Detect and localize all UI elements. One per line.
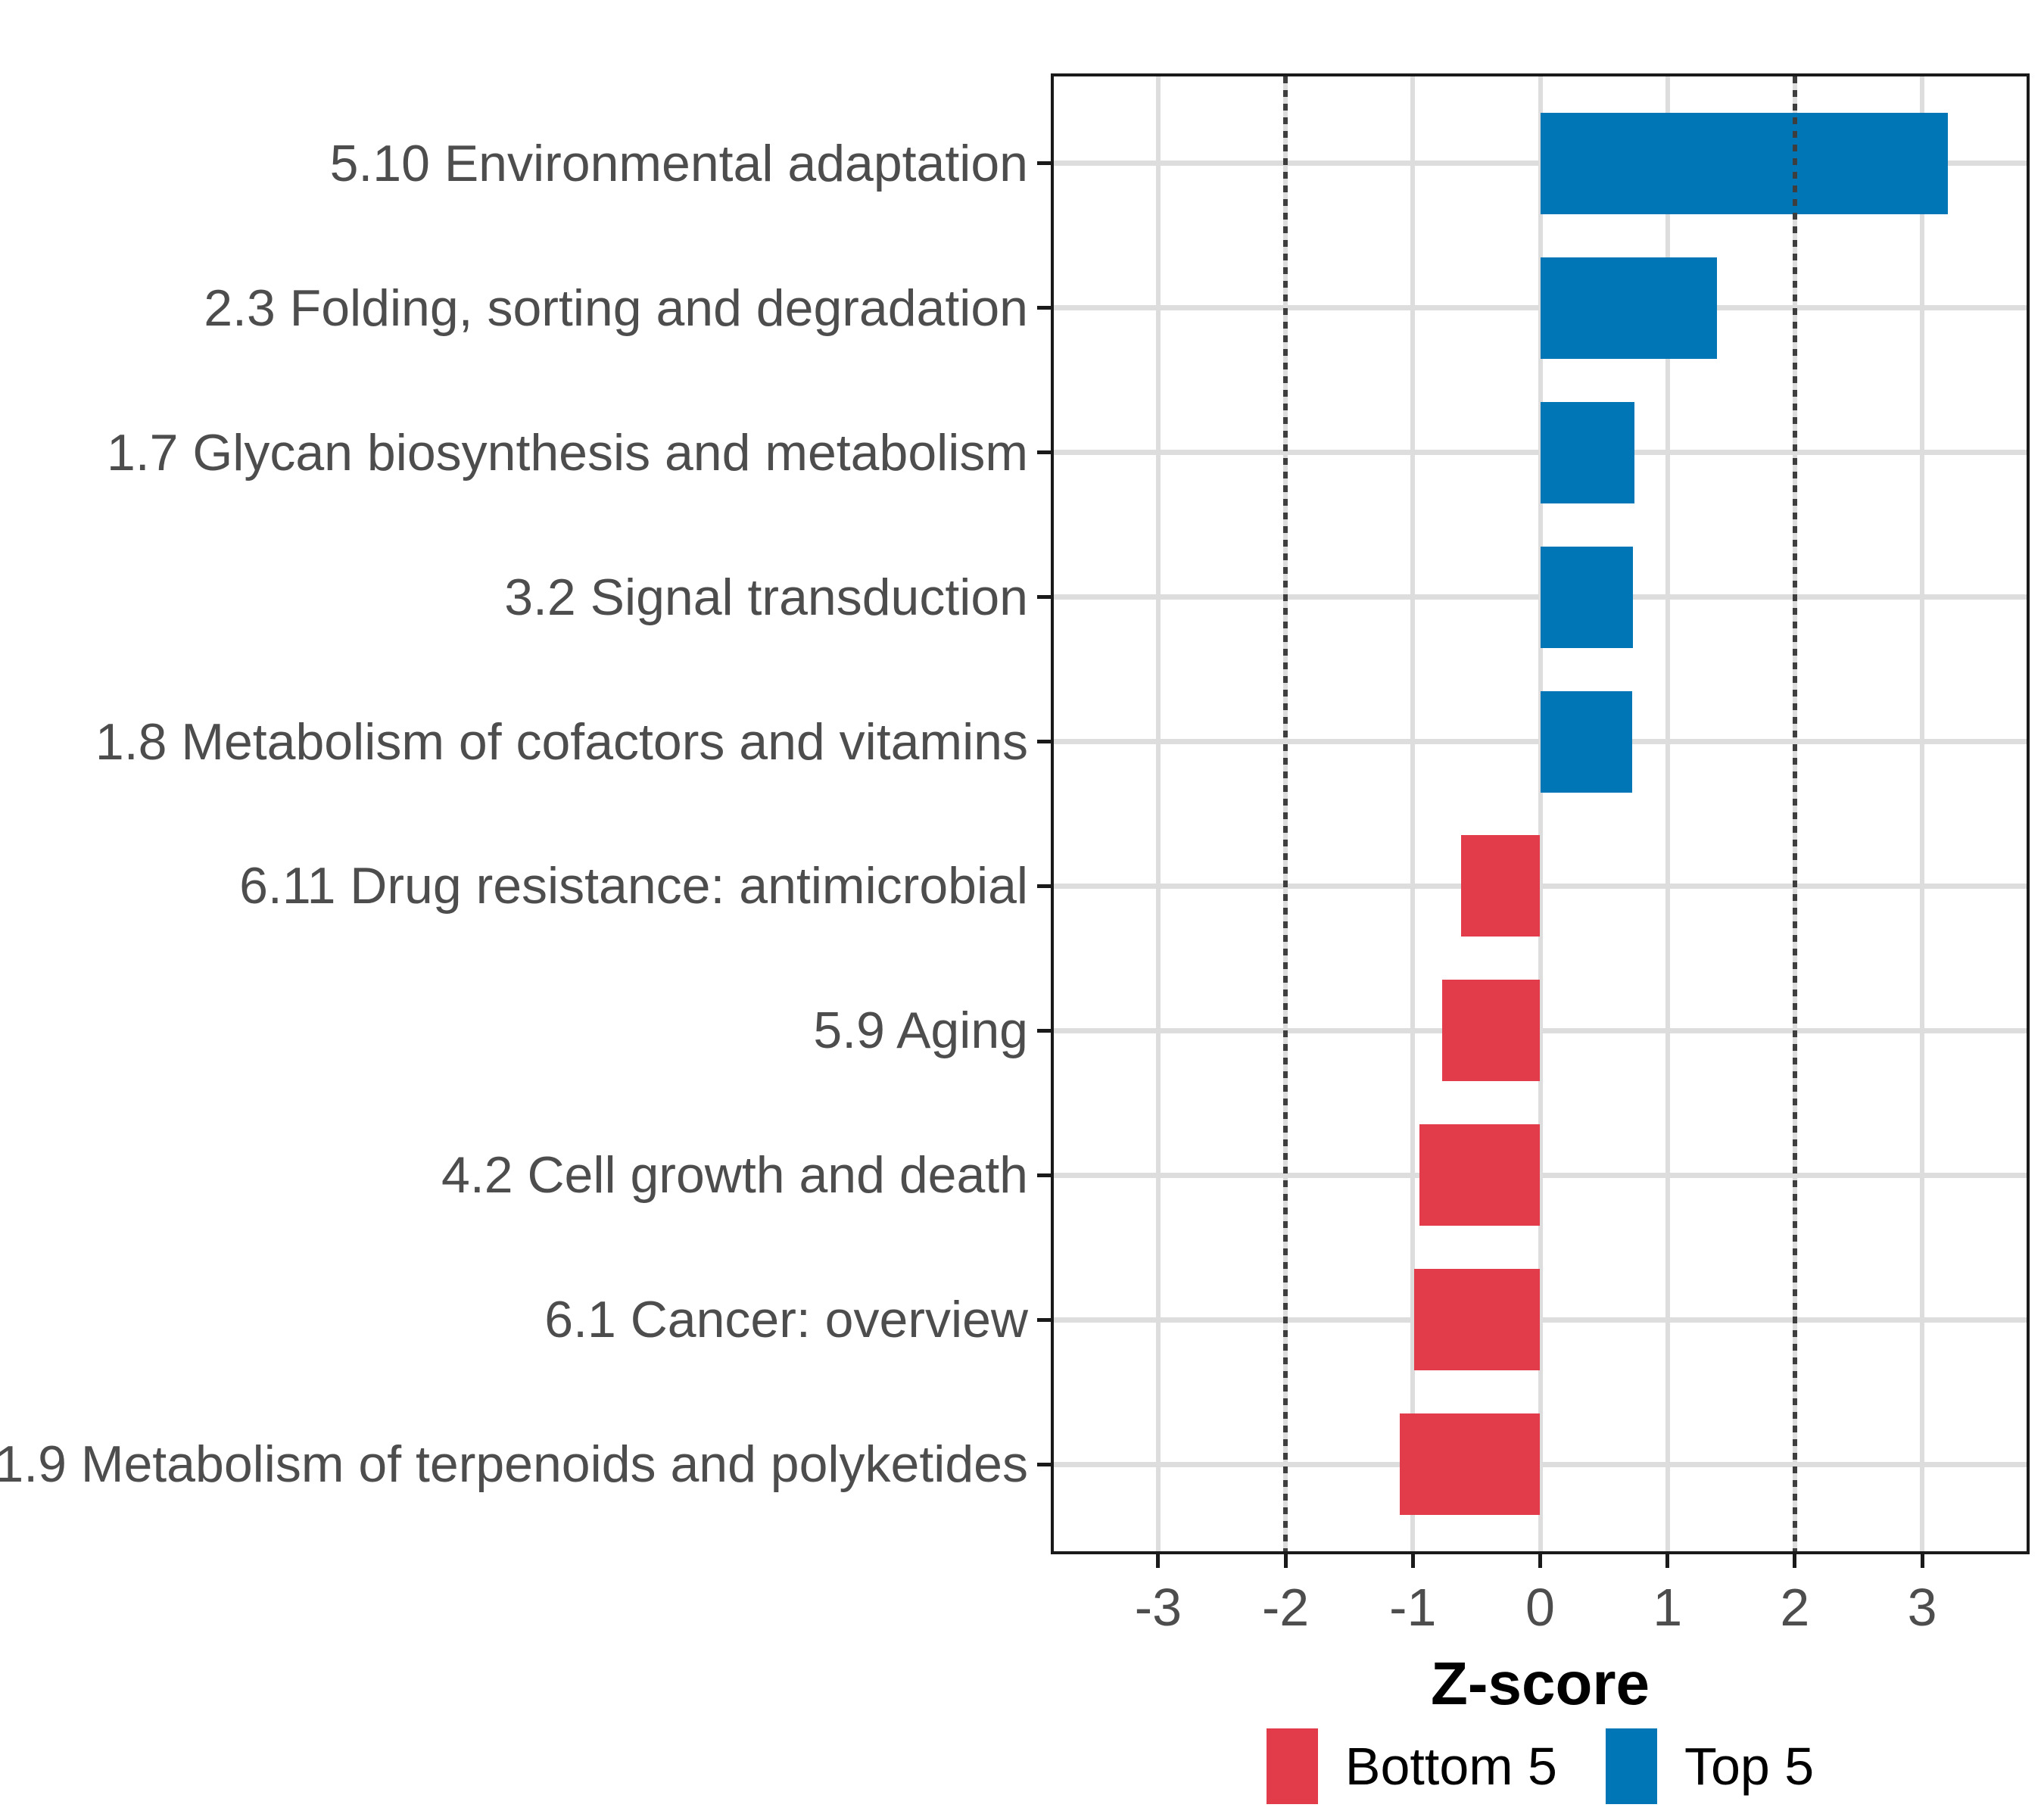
bar-top5 — [1540, 401, 1634, 503]
x-tick — [1538, 1554, 1542, 1568]
x-axis-title: Z-score — [1431, 1650, 1650, 1717]
plot-panel — [1051, 73, 2030, 1554]
x-tick — [1156, 1554, 1161, 1568]
y-tick — [1037, 740, 1051, 743]
reference-line — [1283, 76, 1288, 1551]
x-tick-label: -2 — [1261, 1578, 1310, 1637]
x-tick-label: 1 — [1653, 1578, 1683, 1637]
y-tick — [1037, 1173, 1051, 1177]
legend-item-bottom5: Bottom 5 — [1266, 1728, 1557, 1804]
y-axis-label: 3.2 Signal transduction — [504, 568, 1028, 626]
legend-swatch-bottom5 — [1266, 1728, 1318, 1804]
y-tick — [1037, 595, 1051, 600]
grid-line-vertical — [1410, 76, 1416, 1551]
x-tick-label: -3 — [1134, 1578, 1182, 1637]
bar-bottom5 — [1413, 1269, 1541, 1371]
y-axis-label: 5.9 Aging — [813, 1002, 1028, 1060]
grid-line-vertical — [1920, 76, 1925, 1551]
y-tick — [1037, 1317, 1051, 1322]
y-axis-label: 1.7 Glycan biosynthesis and metabolism — [106, 423, 1028, 482]
x-tick-label: 0 — [1525, 1578, 1555, 1637]
legend-item-top5: Top 5 — [1605, 1728, 1815, 1804]
bar-top5 — [1540, 112, 1948, 214]
y-axis-label: 6.1 Cancer: overview — [544, 1291, 1028, 1349]
bar-bottom5 — [1400, 1413, 1541, 1516]
x-tick-label: -1 — [1389, 1578, 1437, 1637]
y-axis-label: 1.9 Metabolism of terpenoids and polyket… — [0, 1435, 1028, 1494]
y-tick — [1037, 1028, 1051, 1033]
x-tick-label: 2 — [1780, 1578, 1810, 1637]
legend-label-top5: Top 5 — [1684, 1737, 1815, 1796]
y-tick — [1037, 1462, 1051, 1466]
y-tick — [1037, 450, 1051, 455]
bar-top5 — [1540, 690, 1632, 793]
x-tick — [1920, 1554, 1924, 1568]
grid-line-vertical — [1665, 76, 1670, 1551]
bar-top5 — [1540, 257, 1718, 359]
x-tick — [1410, 1554, 1415, 1568]
legend: Bottom 5 Top 5 — [1054, 1725, 2027, 1808]
reference-line — [1792, 76, 1797, 1551]
x-tick — [1793, 1554, 1797, 1568]
y-tick — [1037, 884, 1051, 888]
grid-line-vertical — [1155, 76, 1161, 1551]
x-tick — [1665, 1554, 1670, 1568]
y-tick — [1037, 161, 1051, 166]
bar-bottom5 — [1441, 980, 1541, 1082]
y-tick — [1037, 306, 1051, 310]
x-tick-label: 3 — [1907, 1578, 1937, 1637]
y-axis-label: 4.2 Cell growth and death — [441, 1146, 1028, 1205]
y-axis-label: 2.3 Folding, sorting and degradation — [204, 279, 1028, 337]
bar-bottom5 — [1461, 835, 1541, 937]
legend-swatch-top5 — [1605, 1728, 1657, 1804]
y-axis-label: 1.8 Metabolism of cofactors and vitamins — [95, 712, 1028, 771]
x-tick — [1283, 1554, 1288, 1568]
bar-top5 — [1540, 546, 1634, 648]
y-axis-label: 5.10 Environmental adaptation — [329, 134, 1028, 192]
y-axis-label: 6.11 Drug resistance: antimicrobial — [239, 857, 1028, 915]
grid-line-vertical — [1538, 76, 1543, 1551]
bar-bottom5 — [1419, 1124, 1541, 1226]
legend-label-bottom5: Bottom 5 — [1344, 1737, 1557, 1796]
